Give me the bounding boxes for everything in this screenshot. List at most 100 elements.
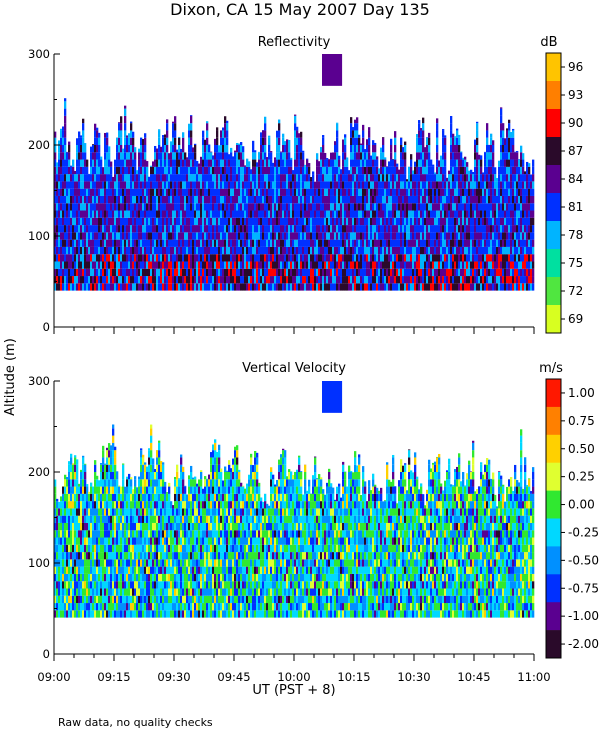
heatmap-cell [100,217,103,226]
heatmap-cell [238,195,241,204]
heatmap-cell [362,137,365,145]
heatmap-column [190,115,193,291]
heatmap-cell [204,166,207,175]
heatmap-cell [480,246,483,255]
heatmap-cell [358,174,361,182]
heatmap-cell [178,225,181,233]
heatmap-cell [432,225,435,233]
heatmap-cell [190,203,193,211]
heatmap-cell [206,195,209,204]
heatmap-cell [58,210,61,218]
heatmap-cell [472,195,475,204]
heatmap-cell [262,225,265,233]
heatmap-cell [228,261,231,269]
heatmap-cell [428,195,431,204]
heatmap-cell [264,116,267,124]
heatmap-cell [434,283,437,291]
heatmap-cell [134,147,137,153]
heatmap-cell [92,195,95,204]
heatmap-cell [430,188,433,196]
heatmap-cell [324,268,327,277]
heatmap-column [274,157,277,291]
heatmap-cell [268,188,271,196]
heatmap-cell [222,188,225,196]
heatmap-cell [366,203,369,211]
heatmap-cell [276,217,279,226]
heatmap-cell [336,145,339,153]
heatmap-cell [108,159,111,167]
heatmap-cell [190,254,193,262]
heatmap-cell [114,268,117,277]
heatmap-cell [410,181,413,189]
heatmap-cell [198,254,201,262]
heatmap-cell [202,203,205,211]
heatmap-cell [134,195,137,204]
heatmap-cell [480,268,483,277]
heatmap-cell [226,137,229,145]
heatmap-cell [248,166,251,175]
heatmap-cell [330,159,333,167]
heatmap-cell [100,188,103,196]
heatmap-cell [214,261,217,269]
heatmap-cell [452,203,455,211]
heatmap-cell [120,137,123,145]
heatmap-cell [60,130,63,138]
heatmap-cell [76,138,79,145]
heatmap-cell [492,174,495,182]
heatmap-cell [450,239,453,247]
heatmap-cell [216,159,219,167]
heatmap-cell [386,210,389,218]
heatmap-cell [262,239,265,247]
heatmap-cell [180,276,183,284]
heatmap-cell [362,232,365,240]
heatmap-cell [350,239,353,247]
heatmap-cell [450,145,453,153]
heatmap-cell [286,254,289,262]
heatmap-cell [430,166,433,175]
heatmap-cell [510,283,513,291]
heatmap-cell [424,203,427,211]
heatmap-cell [182,159,185,167]
heatmap-cell [330,210,333,218]
heatmap-cell [98,132,101,138]
heatmap-cell [56,254,59,262]
heatmap-cell [416,210,419,218]
heatmap-cell [118,246,121,255]
heatmap-cell [502,254,505,262]
heatmap-cell [292,181,295,189]
heatmap-cell [492,210,495,218]
heatmap-cell [398,174,401,182]
heatmap-cell [78,210,81,218]
heatmap-cell [214,203,217,211]
heatmap-cell [286,276,289,284]
heatmap-cell [378,268,381,277]
heatmap-cell [310,276,313,284]
heatmap-cell [370,203,373,211]
heatmap-cell [254,166,257,175]
heatmap-cell [480,155,483,160]
heatmap-cell [318,246,321,255]
heatmap-cell [282,210,285,218]
heatmap-cell [474,268,477,277]
heatmap-cell [224,195,227,204]
heatmap-cell [356,217,359,226]
heatmap-cell [272,276,275,284]
heatmap-cell [494,174,497,182]
heatmap-cell [250,174,253,182]
heatmap-cell [490,239,493,247]
heatmap-cell [444,261,447,269]
heatmap-cell [322,246,325,255]
heatmap-cell [366,232,369,240]
heatmap-cell [60,276,63,284]
heatmap-cell [426,246,429,255]
heatmap-cell [172,137,175,145]
heatmap-cell [506,159,509,167]
heatmap-cell [382,246,385,255]
heatmap-cell [212,174,215,182]
heatmap-cell [388,217,391,226]
heatmap-cell [386,268,389,277]
heatmap-cell [518,246,521,255]
heatmap-cell [264,152,267,160]
heatmap-cell [88,174,91,182]
heatmap-cell [340,203,343,211]
